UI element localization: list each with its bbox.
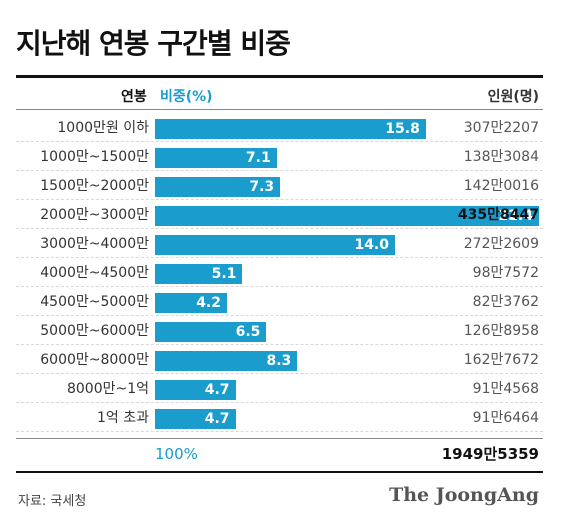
bottom-rule	[16, 471, 543, 473]
bar: 4.2	[155, 293, 227, 313]
chart-row: 5000만~6000만 6.5 126만8958	[0, 318, 561, 345]
count-value: 82만3762	[472, 294, 539, 310]
count-value: 307만2207	[463, 120, 539, 136]
chart-title: 지난해 연봉 구간별 비중	[16, 27, 291, 60]
bar-value-label: 14.0	[354, 237, 389, 253]
category-label: 1500만~2000만	[40, 178, 149, 194]
row-divider	[16, 430, 543, 432]
total-rule	[16, 438, 543, 439]
row-divider	[16, 401, 543, 403]
bar: 4.7	[155, 380, 236, 400]
bar-value-label: 6.5	[235, 324, 261, 340]
count-value: 91만6464	[472, 410, 539, 426]
category-label: 1000만원 이하	[57, 120, 149, 136]
bar: 6.5	[155, 322, 267, 342]
category-label: 1억 초과	[97, 410, 149, 426]
bar-value-label: 22.4	[498, 208, 533, 224]
category-label: 4000만~4500만	[40, 265, 149, 281]
chart-row: 4000만~4500만 5.1 98만7572	[0, 260, 561, 287]
count-value: 162만7672	[463, 352, 539, 368]
count-value: 126만8958	[463, 323, 539, 339]
bar-value-label: 4.2	[196, 295, 221, 311]
count-value: 91만4568	[472, 381, 539, 397]
bar: 14.0	[155, 235, 395, 255]
chart-row: 4500만~5000만 4.2 82만3762	[0, 289, 561, 316]
category-label: 6000만~8000만	[40, 352, 149, 368]
bar: 5.1	[155, 264, 243, 284]
bar-value-label: 15.8	[385, 121, 420, 137]
bar: 4.7	[155, 409, 236, 429]
header-count: 인원(명)	[487, 89, 539, 105]
category-label: 4500만~5000만	[40, 294, 149, 310]
count-value: 138만3084	[463, 149, 539, 165]
row-divider	[16, 169, 543, 171]
category-label: 2000만~3000만	[40, 207, 149, 223]
bar: 15.8	[155, 119, 426, 139]
row-divider	[16, 372, 543, 374]
bar-value-label: 5.1	[211, 266, 237, 282]
bar-value-label: 7.1	[245, 150, 271, 166]
count-value: 98만7572	[472, 265, 539, 281]
row-divider	[16, 227, 543, 229]
count-value: 435만8447	[457, 207, 539, 223]
category-label: 1000만~1500만	[40, 149, 149, 165]
chart-row: 1500만~2000만 7.3 142만0016	[0, 173, 561, 200]
bar-value-label: 8.3	[266, 353, 292, 369]
chart-row: 1000만~1500만 7.1 138만3084	[0, 144, 561, 171]
header-rule	[16, 109, 543, 110]
chart-row: 3000만~4000만 14.0 272만2609	[0, 231, 561, 258]
row-divider	[16, 285, 543, 287]
row-divider	[16, 198, 543, 200]
bar: 7.3	[155, 177, 281, 197]
chart-row: 8000만~1억 4.7 91만4568	[0, 376, 561, 403]
category-label: 3000만~4000만	[40, 236, 149, 252]
row-divider	[16, 343, 543, 345]
source-note: 자료: 국세청	[18, 494, 87, 509]
brand-logo: The JoongAng	[389, 484, 539, 506]
category-label: 8000만~1억	[66, 381, 149, 397]
top-rule	[16, 75, 543, 78]
total-count: 1949만5359	[441, 445, 539, 463]
chart-row: 2000만~3000만 22.4 435만8447	[0, 202, 561, 229]
header-category: 연봉	[121, 89, 147, 105]
bar: 8.3	[155, 351, 298, 371]
row-divider	[16, 256, 543, 258]
count-value: 272만2609	[463, 236, 539, 252]
bar: 22.4	[155, 206, 539, 226]
chart-row: 1000만원 이하 15.8 307만2207	[0, 115, 561, 142]
chart-row: 1억 초과 4.7 91만6464	[0, 405, 561, 432]
category-label: 5000만~6000만	[40, 323, 149, 339]
count-value: 142만0016	[463, 178, 539, 194]
bar-value-label: 4.7	[204, 382, 230, 398]
row-divider	[16, 140, 543, 142]
bar-value-label: 4.7	[204, 411, 230, 427]
bar-value-label: 7.3	[249, 179, 275, 195]
row-divider	[16, 314, 543, 316]
chart-row: 6000만~8000만 8.3 162만7672	[0, 347, 561, 374]
total-percent: 100%	[155, 445, 198, 463]
header-percent: 비중(%)	[160, 89, 213, 105]
bar: 7.1	[155, 148, 277, 168]
